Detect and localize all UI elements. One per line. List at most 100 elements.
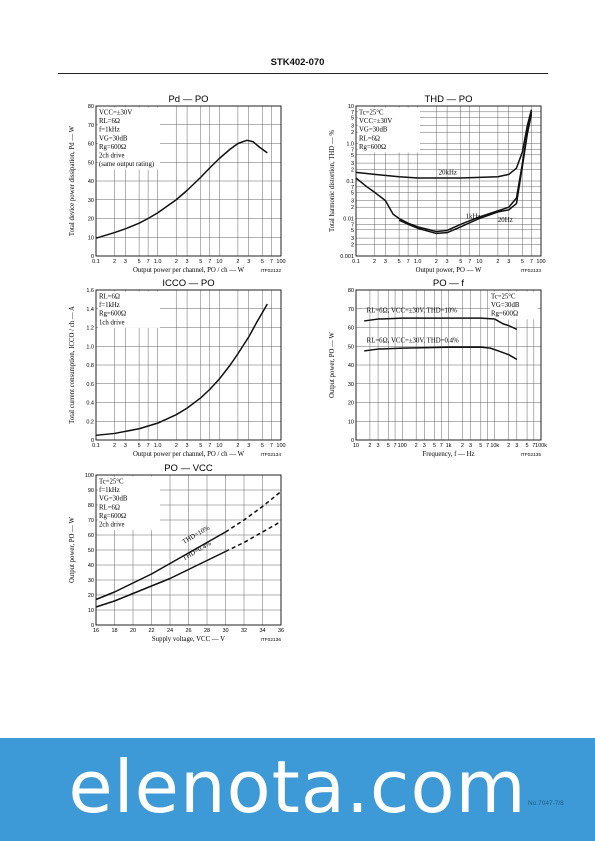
figure-code: ITF02134 (260, 452, 281, 458)
y-tick-label: 0.01 (343, 217, 354, 223)
x-tick-label: 28 (204, 628, 210, 634)
chart-title: PO — f (433, 278, 465, 289)
watermark-text: elenota.com (68, 745, 527, 829)
x-tick-label: 3 (377, 443, 380, 449)
x-tick-label: 100 (398, 443, 407, 449)
y-tick-label: 60 (88, 533, 94, 539)
condition-text: f=1kHz (99, 127, 120, 134)
x-tick-label: 0.1 (92, 443, 100, 449)
condition-text: 2ch drive (99, 522, 124, 529)
x-tick-label: 5 (526, 443, 529, 449)
y-tick-label: 20 (88, 217, 94, 223)
y-tick-label: 0.1 (346, 179, 354, 185)
x-tick-label: 2 (175, 259, 178, 265)
x-tick-label: 22 (148, 628, 154, 634)
x-tick-label: 2 (435, 259, 438, 265)
footer-page-code: No.7047-7/8 (528, 800, 564, 807)
condition-text: RL=6Ω (99, 118, 120, 125)
condition-text: f=1kHz (99, 302, 120, 309)
y-tick-label: 0.4 (86, 401, 94, 407)
x-tick-label: 5 (387, 443, 390, 449)
x-tick-label: 100 (276, 259, 285, 265)
x-tick-label: 2 (113, 259, 116, 265)
y-tick-label: 2 (351, 205, 354, 211)
x-tick-label: 1.0 (154, 443, 162, 449)
series-line (95, 531, 226, 601)
y-tick-label: 10 (348, 104, 354, 110)
series-annotation: 20Hz (498, 217, 513, 224)
x-tick-label: 7 (486, 443, 489, 449)
header-rule (58, 73, 548, 74)
x-tick-label: 1k (446, 443, 452, 449)
chart-icco-po: ICCO — PO0.1 2 3 5 7 1.0 2 3 5 7 10 2 3 5 7 10000.20.40… (69, 278, 286, 458)
y-tick-label: 70 (88, 518, 94, 524)
plot-frame (355, 289, 542, 441)
x-tick-label: 3 (469, 443, 472, 449)
x-tick-label: 1.0 (414, 259, 422, 265)
x-tick-label: 0.1 (352, 259, 360, 265)
x-tick-label: 3 (186, 259, 189, 265)
y-tick-label: 70 (348, 307, 354, 313)
y-tick-label: 3 (351, 199, 354, 205)
y-tick-label: 10 (88, 235, 94, 241)
condition-text: f=1kHz (99, 487, 120, 494)
y-tick-label: 30 (348, 382, 354, 388)
x-tick-label: 32 (241, 628, 247, 634)
series-annotation: RL=6Ω, VCC=±30V, THD=10% (367, 308, 458, 315)
y-tick-label: 5 (351, 115, 354, 121)
x-tick-label: 24 (167, 628, 173, 634)
x-tick-label: 7 (147, 259, 150, 265)
y-tick-label: 40 (88, 563, 94, 569)
y-tick-label: 60 (348, 326, 354, 332)
x-tick-label: 2 (368, 443, 371, 449)
x-tick-label: 0.1 (92, 259, 100, 265)
x-tick-label: 7 (208, 259, 211, 265)
x-tick-label: 7 (270, 443, 273, 449)
series-line (364, 317, 518, 331)
x-axis-label: Output power per channel, PO / ch — W (133, 267, 245, 274)
conditions-background (98, 107, 160, 170)
x-tick-label: 5 (398, 259, 401, 265)
chart-thd-po: THD — PO0.1 2 3 5 7 1.0 2 3 5 7 10 2 3 5 7 1000.0012357… (329, 94, 546, 274)
y-tick-label: 0 (351, 438, 354, 444)
y-tick-label: 30 (88, 198, 94, 204)
chart-po-vcc: PO — VCC 16 18 20 22 24 26 28 30 32 34 36 0 10 20 30 40 5… (69, 463, 284, 643)
condition-text: (same output rating) (99, 161, 154, 168)
condition-text: Rg=600Ω (99, 311, 126, 318)
conditions-background (490, 291, 538, 320)
x-tick-label: 18 (111, 628, 117, 634)
chart-title: ICCO — PO (162, 278, 214, 289)
y-axis-label: Total device power dissipation, Pd — W (69, 125, 76, 236)
y-tick-label: 1.2 (86, 326, 94, 332)
y-tick-label: 100 (85, 473, 94, 479)
y-axis-label: Output power, PO — W (329, 331, 336, 397)
x-tick-label: 10k (490, 443, 499, 449)
y-tick-label: 10 (88, 608, 94, 614)
y-tick-label: 20 (88, 593, 94, 599)
chart-pd-po: Pd — PO0.1 2 3 5 7 1.0 2 3 5 7 10 2 3 5 7 1000102030405… (69, 94, 286, 274)
y-tick-label: 10 (348, 419, 354, 425)
x-tick-label: 1.0 (154, 259, 162, 265)
y-tick-label: 1.4 (86, 307, 94, 313)
y-tick-label: 3 (351, 236, 354, 242)
condition-text: VG=30dB (99, 135, 128, 142)
x-tick-label: 7 (270, 259, 273, 265)
x-tick-label: 16 (93, 628, 99, 634)
series-line (355, 109, 533, 179)
x-tick-label: 2 (373, 259, 376, 265)
x-tick-label: 3 (247, 259, 250, 265)
x-tick-label: 2 (236, 443, 239, 449)
x-tick-label: 2 (461, 443, 464, 449)
y-tick-label: 7 (351, 185, 354, 191)
condition-text: Rg=600Ω (491, 311, 518, 318)
series-annotation: RL=6Ω, VCC=±30V, THD=0.4% (367, 338, 459, 345)
condition-text: Tc=25°C (491, 294, 516, 301)
chart-po-f: PO — f10 2 3 5 7 100 2 3 5 7 1k 2 3 5 7 10k 2 3 5 7 100k0102… (329, 278, 547, 458)
y-tick-label: 5 (351, 190, 354, 196)
y-tick-label: 2 (351, 130, 354, 136)
x-tick-label: 3 (186, 443, 189, 449)
condition-text: Tc=25°C (99, 479, 124, 486)
y-tick-label: 7 (351, 110, 354, 116)
